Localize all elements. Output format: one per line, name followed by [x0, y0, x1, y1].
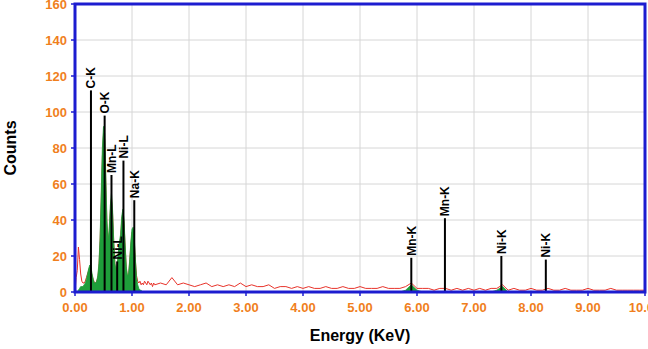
annotation-line	[104, 116, 106, 292]
x-tick	[473, 292, 475, 296]
annotation-line	[90, 90, 92, 292]
x-tick	[302, 292, 304, 296]
y-tick	[71, 291, 75, 293]
y-tick-label: 40	[53, 213, 67, 228]
y-tick-label: 160	[45, 0, 67, 12]
y-tick-label: 80	[53, 141, 67, 156]
data	[75, 126, 645, 292]
x-tick-label: 2.00	[176, 300, 201, 315]
y-grid-line	[75, 220, 645, 221]
y-tick-label: 20	[53, 249, 67, 264]
x-tick-label: 6.00	[404, 300, 429, 315]
annotation-label: Na-K	[128, 170, 142, 198]
y-tick	[71, 255, 75, 257]
y-grid-line	[75, 148, 645, 149]
annotation-line	[110, 175, 112, 292]
annotation-label: Mn-K	[438, 186, 452, 216]
x-tick	[644, 292, 646, 296]
plot-frame	[75, 4, 645, 292]
x-tick	[416, 292, 418, 296]
annotation-line	[116, 261, 118, 292]
x-tick-label: 0.00	[62, 300, 87, 315]
x-tick-label: 5.00	[347, 300, 372, 315]
x-tick	[131, 292, 133, 296]
y-grid-line	[75, 76, 645, 77]
y-tick	[71, 75, 75, 77]
x-tick-label: 1.00	[119, 300, 144, 315]
y-grid-line	[75, 256, 645, 257]
y-grid-line	[75, 184, 645, 185]
x-tick	[359, 292, 361, 296]
spectrum-area	[75, 126, 645, 292]
x-tick-label: 3.00	[233, 300, 258, 315]
annotation-label: Ni-L	[117, 135, 131, 158]
y-tick	[71, 219, 75, 221]
annotation-label: Ni-K	[539, 233, 553, 258]
x-tick	[245, 292, 247, 296]
annotation-label: Ni-K	[495, 229, 509, 254]
y-tick	[71, 3, 75, 5]
x-tick-label: 4.00	[290, 300, 315, 315]
x-tick	[530, 292, 532, 296]
x-tick	[587, 292, 589, 296]
annotations: C-KO-KMn-LNi-LNi-LNa-KMn-KMn-KNi-KNi-K	[84, 67, 553, 292]
y-tick	[71, 111, 75, 113]
y-tick	[71, 183, 75, 185]
annotation-line	[545, 260, 547, 292]
annotation-line	[500, 256, 502, 292]
y-grid-line	[75, 40, 645, 41]
chart: C-KO-KMn-LNi-LNi-LNa-KMn-KMn-KNi-KNi-K0.…	[0, 0, 648, 349]
y-tick	[71, 147, 75, 149]
y-tick	[71, 39, 75, 41]
annotation-label: C-K	[84, 67, 98, 89]
y-grid-line	[75, 112, 645, 113]
y-axis-title: Counts	[2, 120, 19, 175]
annotation-line	[444, 218, 446, 292]
annotation-label: Mn-K	[405, 225, 419, 255]
x-tick-label: 7.00	[461, 300, 486, 315]
y-tick-label: 60	[53, 177, 67, 192]
annotation-line	[122, 161, 124, 292]
grid	[75, 4, 645, 292]
x-tick-label: 9.00	[575, 300, 600, 315]
x-tick	[188, 292, 190, 296]
y-tick-label: 140	[45, 33, 67, 48]
annotation-label: O-K	[98, 91, 112, 113]
annotation-line	[410, 258, 412, 292]
annotation-line	[133, 200, 135, 292]
y-tick-label: 120	[45, 69, 67, 84]
x-tick-label: 8.00	[518, 300, 543, 315]
ticks: 0.00 1.00 2.00 3.00 4.00 5.00 6.00 7.00 8.00 9.00…	[45, 0, 648, 315]
x-tick-label: 10.00	[629, 300, 648, 315]
y-tick-label: 0	[60, 285, 67, 300]
y-tick-label: 100	[45, 105, 67, 120]
x-axis-title: Energy (KeV)	[310, 327, 410, 344]
spectrum-line	[75, 134, 645, 292]
